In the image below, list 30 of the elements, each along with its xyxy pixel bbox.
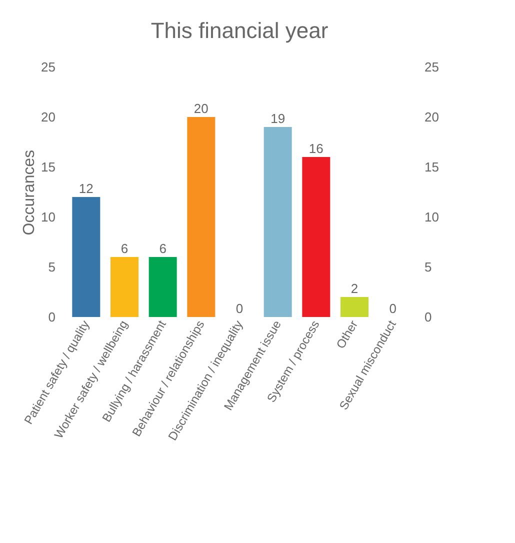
y-tick-label: 0 bbox=[48, 310, 56, 324]
data-label: 6 bbox=[120, 241, 128, 256]
data-label: 16 bbox=[308, 141, 324, 156]
y-tick-label: 5 bbox=[48, 260, 56, 274]
y2-tick-label: 25 bbox=[424, 60, 439, 74]
data-label: 12 bbox=[78, 181, 94, 196]
y2-tick-label: 15 bbox=[424, 160, 439, 174]
y-axis-title: Occurances bbox=[21, 150, 38, 236]
data-label: 0 bbox=[389, 301, 396, 316]
bar bbox=[340, 297, 368, 317]
y-tick-label: 25 bbox=[41, 60, 56, 74]
y-tick-label: 20 bbox=[41, 110, 56, 124]
bar bbox=[148, 257, 177, 317]
y2-tick-label: 10 bbox=[424, 210, 439, 224]
y2-tick-label: 0 bbox=[424, 310, 432, 324]
data-label: 0 bbox=[236, 301, 244, 316]
bar bbox=[187, 117, 216, 317]
y-tick-label: 10 bbox=[41, 210, 56, 224]
y2-tick-label: 5 bbox=[424, 260, 432, 274]
y2-tick-label: 20 bbox=[424, 110, 439, 124]
bar bbox=[302, 157, 330, 317]
data-label: 19 bbox=[270, 111, 286, 126]
data-label: 6 bbox=[159, 241, 166, 256]
bar bbox=[110, 257, 138, 317]
y-tick-label: 15 bbox=[41, 160, 56, 174]
bar bbox=[72, 197, 100, 317]
bar bbox=[264, 127, 292, 317]
data-label: 20 bbox=[194, 101, 208, 116]
chart-title: This financial year bbox=[150, 18, 328, 43]
data-label: 2 bbox=[350, 281, 358, 296]
